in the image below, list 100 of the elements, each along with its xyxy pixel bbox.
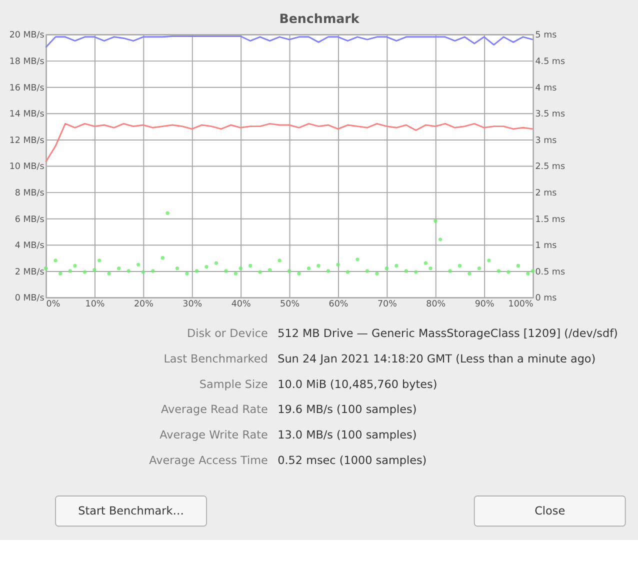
y2-tick-label: 4 ms	[535, 83, 558, 94]
y-tick-label: 12 MB/s	[9, 136, 45, 146]
y2-tick-label: 3.5 ms	[535, 110, 566, 120]
x-tick-label: 40%	[231, 300, 251, 310]
point	[306, 266, 311, 270]
point	[98, 258, 102, 262]
point	[160, 256, 164, 260]
point	[224, 269, 228, 273]
y2-tick-label: 0.5 ms	[535, 267, 566, 278]
x-tick-label: 0%	[46, 300, 60, 310]
text: Start Benchmark…	[78, 504, 184, 518]
text: Last Benchmarked	[164, 352, 268, 366]
point	[234, 272, 238, 276]
point	[384, 266, 389, 270]
point	[73, 264, 77, 268]
point	[434, 219, 438, 223]
y-tick-label: 0 MB/s	[14, 294, 45, 304]
point	[258, 270, 262, 274]
text: 13.0 MB/s (100 samples)	[278, 428, 417, 442]
y-tick-label: 8 MB/s	[14, 188, 45, 198]
point	[336, 262, 340, 266]
point	[278, 258, 282, 262]
text: Disk or Device	[187, 327, 268, 340]
y-tick-label: 16 MB/s	[9, 83, 45, 94]
point	[175, 266, 180, 270]
point	[82, 270, 87, 274]
y2-tick-label: 5 ms	[535, 30, 558, 41]
point	[166, 211, 170, 215]
point	[268, 268, 272, 272]
x-tick-label: 80%	[426, 300, 446, 310]
y-tick-label: 4 MB/s	[14, 241, 45, 252]
text: Sun 24 Jan 2021 14:18:20 GMT (Less than a minute ago)	[278, 352, 596, 366]
x-tick-label: 60%	[328, 300, 348, 310]
text: Average Write Rate	[160, 428, 268, 442]
y-tick-label: 10 MB/s	[9, 162, 45, 172]
point	[44, 266, 48, 270]
y2-tick-label: 2 ms	[535, 188, 558, 198]
text: 0.52 msec (1000 samples)	[278, 454, 427, 467]
point	[68, 269, 72, 273]
text: Close	[534, 504, 566, 518]
point	[194, 269, 199, 273]
point	[326, 269, 330, 273]
point	[214, 261, 218, 265]
point	[424, 261, 428, 265]
point	[58, 272, 62, 276]
text: Average Access Time	[149, 454, 268, 467]
x-tick-label: 50%	[280, 300, 300, 310]
text: Sample Size	[199, 378, 268, 391]
point	[404, 269, 408, 273]
text: Average Read Rate	[161, 403, 268, 416]
point	[468, 272, 472, 276]
point	[126, 269, 130, 273]
x-tick-label: 10%	[85, 300, 105, 310]
point	[428, 266, 432, 270]
y-tick-label: 20 MB/s	[9, 30, 45, 41]
point	[248, 264, 252, 268]
point	[496, 269, 501, 273]
point	[117, 266, 121, 270]
point	[356, 258, 360, 262]
x-tick-label: 20%	[134, 300, 154, 310]
point	[516, 264, 520, 268]
y2-tick-label: 3 ms	[535, 136, 558, 146]
point	[287, 269, 292, 273]
point	[458, 264, 462, 268]
point	[448, 269, 452, 273]
point	[438, 238, 442, 242]
x-tick-label: 100%	[508, 300, 534, 310]
point	[238, 266, 242, 270]
x-tick-label: 70%	[377, 300, 397, 310]
chart-title: Benchmark	[279, 11, 360, 26]
point	[394, 264, 398, 268]
y2-tick-label: 0 ms	[535, 294, 558, 304]
point	[526, 272, 530, 276]
x-tick-label: 90%	[474, 300, 494, 310]
point	[54, 258, 58, 262]
point	[316, 264, 320, 268]
point	[414, 270, 418, 274]
y2-tick-label: 1.5 ms	[535, 214, 566, 225]
point	[141, 270, 146, 274]
y2-tick-label: 4.5 ms	[535, 56, 566, 67]
y-tick-label: 6 MB/s	[14, 214, 45, 225]
y2-tick-label: 1 ms	[535, 241, 558, 252]
text: 19.6 MB/s (100 samples)	[278, 403, 417, 416]
point	[506, 270, 510, 274]
y-tick-label: 18 MB/s	[9, 56, 45, 67]
line-series	[45, 122, 534, 163]
point	[185, 272, 189, 276]
point	[107, 272, 111, 276]
point	[92, 268, 96, 272]
point	[204, 264, 208, 269]
point	[297, 272, 301, 276]
text: 512 MB Drive — Generic MassStorageClass [1209] (/dev/sdf)	[278, 327, 618, 340]
point	[365, 269, 370, 273]
point	[346, 270, 350, 274]
point	[477, 266, 482, 270]
point	[151, 269, 155, 273]
text: 10.0 MiB (10,485,760 bytes)	[278, 378, 438, 391]
y2-tick-label: 2.5 ms	[535, 162, 566, 172]
point	[375, 272, 379, 276]
y-tick-label: 14 MB/s	[9, 110, 45, 120]
